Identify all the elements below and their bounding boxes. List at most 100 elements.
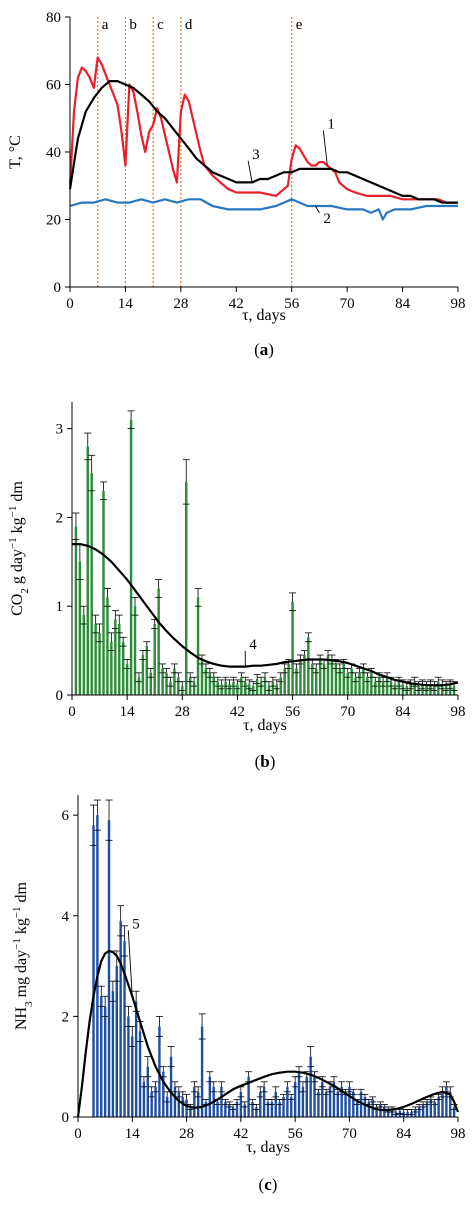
y-axis-label-part: kg	[13, 918, 30, 938]
x-tick-label: 56	[288, 1126, 304, 1142]
bar	[192, 681, 196, 695]
series-leader-5	[127, 930, 133, 997]
bar	[441, 1091, 444, 1117]
bar	[328, 1086, 332, 1117]
bar	[390, 1109, 394, 1117]
bar	[149, 672, 152, 695]
y-axis-label: T, °C	[7, 135, 24, 169]
y-axis-label-part: kg	[9, 517, 26, 537]
bar	[103, 1006, 107, 1117]
bar	[355, 1101, 359, 1117]
bar	[228, 684, 231, 695]
y-tick-label: 80	[46, 10, 61, 26]
bar	[106, 597, 109, 695]
bar	[266, 1101, 270, 1117]
bar	[243, 1104, 246, 1117]
series-line-4	[72, 543, 459, 687]
bar	[193, 1086, 196, 1117]
x-tick-label: 42	[230, 704, 245, 720]
bar	[287, 663, 290, 695]
x-tick-label: 0	[66, 296, 74, 312]
bar	[185, 1099, 188, 1117]
bar	[398, 1110, 402, 1117]
bar	[94, 623, 97, 695]
bar	[387, 1109, 390, 1117]
bar	[96, 815, 99, 1117]
bar	[173, 668, 176, 695]
bar	[154, 1086, 157, 1117]
panel-label-close: )	[272, 1175, 278, 1194]
y-tick-label: 2	[62, 1009, 70, 1025]
reference-label-d: d	[185, 17, 193, 33]
y-axis-label-part: CO	[9, 594, 26, 616]
panel-label-close: )	[268, 340, 274, 359]
x-axis-label: τ, days	[246, 1139, 290, 1156]
y-axis-label-part: g day	[9, 549, 26, 588]
x-tick-label: 14	[120, 704, 136, 720]
bar	[375, 1106, 378, 1117]
reference-label-b: b	[129, 17, 137, 33]
bar	[150, 1091, 153, 1117]
bar	[131, 1036, 134, 1117]
y-axis-label-part: −1	[7, 537, 19, 549]
bar	[118, 623, 121, 695]
series-line-1	[68, 56, 458, 204]
bar	[165, 1096, 169, 1117]
bar	[383, 1106, 386, 1117]
bar	[389, 681, 393, 695]
bar	[240, 677, 243, 695]
bar	[212, 677, 216, 695]
y-axis-label-part: 3	[23, 1001, 35, 1007]
reference-label-a: a	[102, 17, 109, 33]
bar	[324, 1091, 328, 1117]
bar	[224, 681, 227, 695]
y-tick-label: 0	[62, 1110, 70, 1126]
bar	[173, 1086, 177, 1117]
bar	[359, 1091, 363, 1117]
bar	[338, 668, 342, 695]
bar	[270, 1101, 274, 1117]
bar	[429, 684, 432, 695]
panel-label-close: )	[270, 752, 276, 771]
bar	[313, 1076, 316, 1117]
bar	[133, 606, 137, 695]
bar	[197, 1091, 200, 1117]
panel-label-letter: b	[260, 752, 269, 771]
bar	[157, 588, 160, 695]
bar	[282, 1096, 285, 1117]
x-tick-label: 14	[125, 1126, 141, 1142]
bar	[259, 681, 263, 695]
bar	[244, 681, 247, 695]
bar	[208, 1076, 212, 1117]
bar	[263, 677, 267, 695]
series-line-2	[69, 198, 458, 221]
bar	[344, 1091, 347, 1117]
bar	[374, 681, 377, 695]
bar	[111, 991, 115, 1117]
bar	[305, 1076, 308, 1117]
bar	[283, 668, 286, 695]
bar	[303, 655, 306, 695]
bar	[322, 663, 326, 695]
x-tick-label: 42	[233, 1126, 248, 1142]
x-axis-label: τ, days	[243, 717, 287, 734]
bar	[429, 1099, 433, 1117]
bar	[314, 668, 318, 695]
bar	[307, 637, 310, 695]
bar	[321, 1081, 324, 1117]
bar	[158, 1026, 161, 1117]
series-label-1: 1	[327, 116, 335, 132]
bar	[169, 681, 172, 695]
panel-c: 5 0 14 28 42 56 70 84 98 0 2 4 6 τ, days NH3 mg day−1 …	[11, 795, 466, 1194]
bar	[98, 632, 101, 695]
bar	[378, 677, 381, 695]
bar	[125, 663, 129, 695]
bar	[165, 672, 168, 695]
bar	[145, 646, 149, 695]
panel-a: a b c d e 1 2 3 0 14 28 42 56 70 84 98 0 20 40 60 80 τ, days T…	[7, 10, 466, 359]
y-axis-label-part: −1	[7, 506, 19, 518]
bar	[425, 1101, 429, 1117]
bar	[367, 1101, 371, 1117]
x-tick-label: 0	[74, 1126, 82, 1142]
bar	[409, 684, 412, 695]
